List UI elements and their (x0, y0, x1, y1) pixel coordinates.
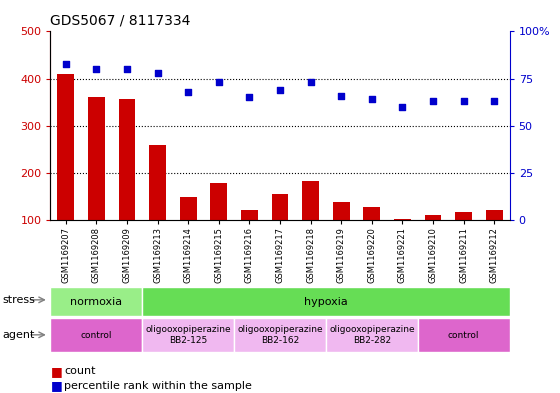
Bar (180, 196, 197, 220)
Point (276, 87, 284, 93)
Text: GDS5067 / 8117334: GDS5067 / 8117334 (50, 14, 191, 28)
Text: ■: ■ (50, 379, 62, 393)
Bar (234, 318, 326, 352)
Point (398, 104, 407, 110)
Point (245, 94, 254, 101)
Bar (50, 287, 142, 316)
Point (428, 98, 437, 105)
Bar (394, 219, 411, 220)
Bar (57, 74, 74, 220)
Text: count: count (64, 366, 96, 376)
Text: oligooxopiperazine
BB2-125: oligooxopiperazine BB2-125 (146, 325, 231, 345)
Point (459, 98, 468, 105)
Point (184, 89, 193, 95)
Point (490, 98, 499, 105)
Text: ■: ■ (50, 365, 62, 378)
Bar (424, 215, 441, 220)
Text: stress: stress (3, 295, 36, 305)
Bar (326, 318, 418, 352)
Bar (363, 207, 380, 220)
Bar (418, 318, 510, 352)
Bar (142, 318, 234, 352)
Text: hypoxia: hypoxia (304, 297, 348, 307)
Bar (486, 210, 503, 220)
Point (337, 92, 346, 99)
Bar (50, 318, 142, 352)
Bar (88, 97, 105, 220)
Bar (333, 202, 349, 220)
Text: normoxia: normoxia (70, 297, 123, 307)
Text: agent: agent (3, 330, 35, 340)
Text: control: control (448, 331, 479, 340)
Text: oligooxopiperazine
BB2-162: oligooxopiperazine BB2-162 (237, 325, 323, 345)
Bar (302, 181, 319, 220)
Bar (142, 287, 510, 316)
Bar (241, 210, 258, 220)
Point (92, 66, 101, 72)
Text: percentile rank within the sample: percentile rank within the sample (64, 381, 252, 391)
Bar (272, 194, 288, 220)
Point (123, 66, 132, 72)
Point (61, 61, 70, 67)
Point (153, 70, 162, 76)
Bar (211, 183, 227, 220)
Bar (149, 145, 166, 220)
Text: oligooxopiperazine
BB2-282: oligooxopiperazine BB2-282 (329, 325, 414, 345)
Point (214, 79, 223, 86)
Bar (119, 99, 136, 220)
Point (367, 96, 376, 103)
Bar (455, 211, 472, 220)
Point (306, 79, 315, 86)
Text: control: control (81, 331, 112, 340)
